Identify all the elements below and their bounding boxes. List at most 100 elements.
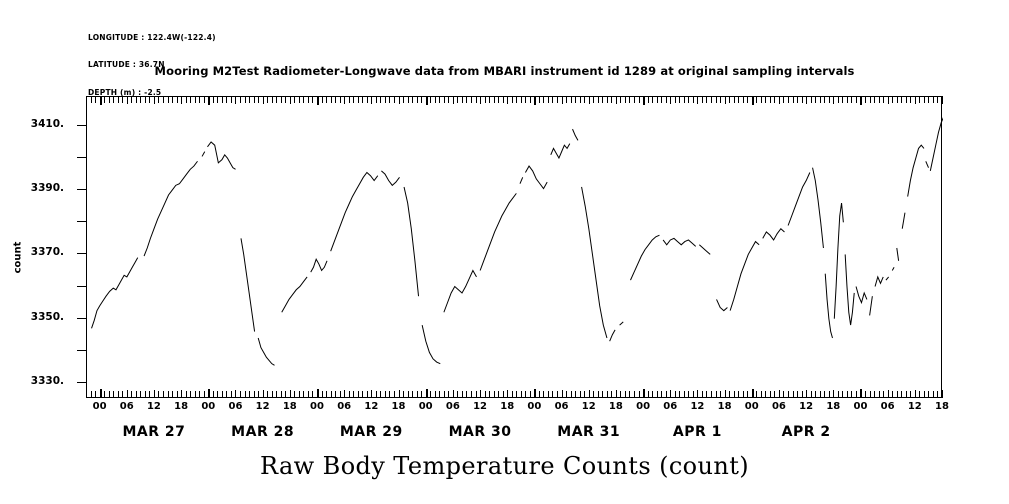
x-tick-day-bottom [534,389,537,398]
x-hour-label: 06 [880,401,895,412]
x-tick-minor-top [393,96,395,103]
x-tick-minor-top [475,96,477,103]
plot-area [86,96,942,398]
x-tick-minor-top [466,96,468,103]
x-tick-minor-top [575,96,577,103]
data-segment [730,242,759,311]
x-tick-minor-top [330,96,332,103]
x-tick-minor-bottom [760,391,762,398]
x-tick-minor-top [298,96,300,103]
x-tick-minor-bottom [140,391,142,398]
x-hour-label: 12 [255,401,270,412]
x-tick-minor-top [389,96,391,103]
x-tick-major-top [724,96,726,104]
x-tick-minor-top [113,96,115,103]
x-tick-minor-top [321,96,323,103]
x-tick-minor-top [149,96,151,103]
x-tick-major-top [778,96,780,104]
x-tick-minor-bottom [566,391,568,398]
x-tick-minor-bottom [606,391,608,398]
x-hour-label: 06 [771,401,786,412]
x-tick-minor-bottom [756,391,758,398]
x-tick-major-bottom [153,390,155,398]
metadata-longitude: LONGITUDE : 122.4W(-122.4) [88,33,216,43]
x-hour-label: 18 [717,401,732,412]
y-tick-mark-minor [77,157,86,159]
x-tick-minor-bottom [375,391,377,398]
x-tick-minor-top [416,96,418,103]
x-tick-day-top [425,96,428,105]
data-segment [551,144,570,158]
x-tick-day-bottom [643,389,646,398]
x-tick-minor-top [593,96,595,103]
x-tick-minor-bottom [570,391,572,398]
x-hour-label: 18 [174,401,189,412]
x-tick-minor-bottom [303,391,305,398]
x-tick-minor-bottom [602,391,604,398]
x-tick-minor-top [624,96,626,103]
x-tick-minor-bottom [294,391,296,398]
x-tick-major-bottom [670,390,672,398]
x-tick-minor-bottom [421,391,423,398]
x-tick-minor-top [661,96,663,103]
x-tick-minor-bottom [547,391,549,398]
x-tick-minor-bottom [824,391,826,398]
x-tick-minor-top [797,96,799,103]
x-tick-minor-bottom [384,391,386,398]
x-tick-major-top [371,96,373,104]
x-tick-minor-top [185,96,187,103]
data-segment [480,193,516,270]
x-day-label: MAR 27 [122,424,186,440]
data-segment [845,254,854,325]
y-tick-mark-minor [77,285,86,287]
data-segment [331,173,378,252]
x-tick-minor-bottom [362,391,364,398]
x-tick-major-bottom [126,390,128,398]
x-tick-minor-bottom [769,391,771,398]
x-tick-minor-bottom [701,391,703,398]
x-day-label: APR 2 [781,424,831,440]
x-day-label: MAR 28 [231,424,295,440]
x-tick-minor-top [95,96,97,103]
x-tick-minor-top [810,96,812,103]
x-tick-minor-bottom [312,391,314,398]
x-tick-minor-top [842,96,844,103]
x-tick-minor-top [285,96,287,103]
x-tick-major-top [887,96,889,104]
x-hour-label: 12 [581,401,596,412]
data-segment [422,325,440,364]
x-tick-minor-bottom [538,391,540,398]
x-tick-minor-bottom [896,391,898,398]
x-tick-major-bottom [344,390,346,398]
x-tick-minor-top [312,96,314,103]
x-tick-major-bottom [588,390,590,398]
x-hour-label: 00 [201,401,216,412]
x-hour-label: 00 [310,401,324,412]
x-tick-minor-top [638,96,640,103]
x-tick-minor-bottom [883,391,885,398]
x-hour-label: 06 [445,401,460,412]
x-tick-minor-bottom [656,391,658,398]
x-tick-minor-top [176,96,178,103]
x-hour-label: 12 [364,401,379,412]
x-tick-minor-top [122,96,124,103]
x-tick-minor-top [357,96,359,103]
x-tick-minor-top [557,96,559,103]
x-tick-minor-bottom [348,391,350,398]
x-tick-minor-bottom [874,391,876,398]
y-tick-label: 3410. [30,117,64,130]
y-tick-label: 3350. [30,310,64,323]
x-tick-major-top [914,96,916,104]
x-tick-major-bottom [289,390,291,398]
x-hour-label: 18 [935,401,949,412]
x-tick-minor-bottom [95,391,97,398]
x-tick-minor-bottom [457,391,459,398]
x-tick-minor-top [634,96,636,103]
x-tick-minor-bottom [389,391,391,398]
x-hour-label: 00 [744,401,759,412]
x-tick-minor-top [665,96,667,103]
x-tick-minor-top [203,96,205,103]
x-tick-minor-bottom [683,391,685,398]
x-tick-minor-top [937,96,939,103]
